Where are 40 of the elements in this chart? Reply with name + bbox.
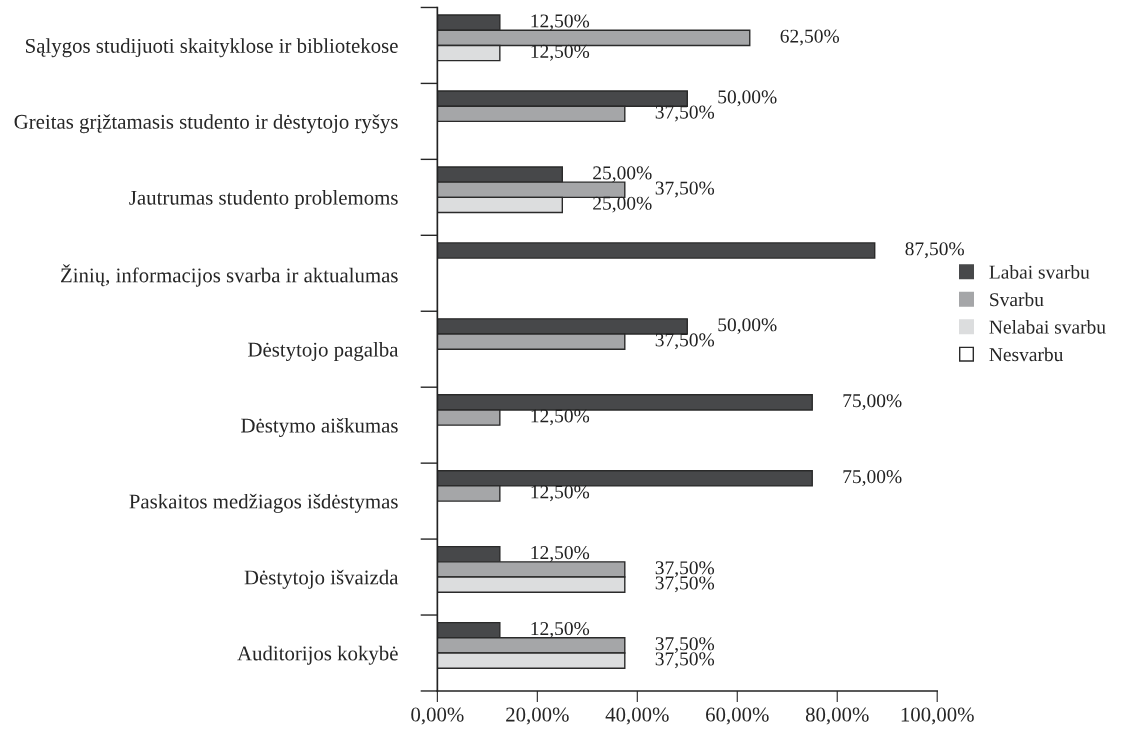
data-label: 37,50% <box>655 637 715 654</box>
data-label: 12,50% <box>531 409 590 426</box>
legend-label: Svarbu <box>990 292 1044 307</box>
data-label: 87,50% <box>905 242 964 259</box>
data-label: 12,50% <box>531 546 590 562</box>
y-tick-label: Paskaitos medžiagos išdėstymas <box>129 493 398 513</box>
y-tick-label: Dėstymo aiškumas <box>241 417 398 437</box>
data-label: 37,50% <box>655 561 715 578</box>
y-tick-label: Jautrumas studento problemoms <box>129 190 398 209</box>
x-tick-label: 40,00% <box>605 707 669 725</box>
data-label: 12,50% <box>531 14 590 31</box>
data-label: 37,50% <box>655 576 715 593</box>
y-tick-label: Dėstytojo pagalba <box>248 341 399 361</box>
data-label: 25,00% <box>593 196 652 213</box>
data-label: 25,00% <box>593 166 652 183</box>
y-tick-label: Žinių, informacijos svarba ir aktualumas <box>61 264 398 287</box>
legend-label: Nelabai svarbu <box>989 320 1106 334</box>
x-tick-label: 20,00% <box>506 707 569 725</box>
legend-label: Labai svarbu <box>989 265 1090 279</box>
data-label: 75,00% <box>843 470 902 486</box>
x-tick-label: 60,00% <box>706 707 769 725</box>
data-label: 12,50% <box>531 44 590 61</box>
data-label: 37,50% <box>655 333 715 350</box>
x-tick-label: 100,00% <box>901 707 974 725</box>
legend-label: Nesvarbu <box>989 347 1064 362</box>
data-label: 37,50% <box>655 105 715 122</box>
data-label: 50,00% <box>718 90 777 107</box>
y-tick-label: Dėstytojo išvaizda <box>244 569 399 589</box>
data-label: 12,50% <box>531 621 590 638</box>
y-tick-label: Sąlygos studijuoti skaityklose ir bibliotekose <box>26 38 398 58</box>
data-label: 37,50% <box>655 652 715 669</box>
data-label: 50,00% <box>718 318 777 335</box>
y-tick-label: Greitas grįžtamasis studento ir dėstytojo ryšys <box>14 114 398 134</box>
data-label: 37,50% <box>655 181 715 198</box>
data-label: 75,00% <box>843 394 902 411</box>
x-tick-label: 80,00% <box>805 707 869 725</box>
x-tick-label: 0,00% <box>411 707 464 725</box>
data-label: 62,50% <box>780 29 840 46</box>
y-tick-label: Auditorijos kokybė <box>237 645 398 665</box>
data-label: 12,50% <box>531 485 590 502</box>
